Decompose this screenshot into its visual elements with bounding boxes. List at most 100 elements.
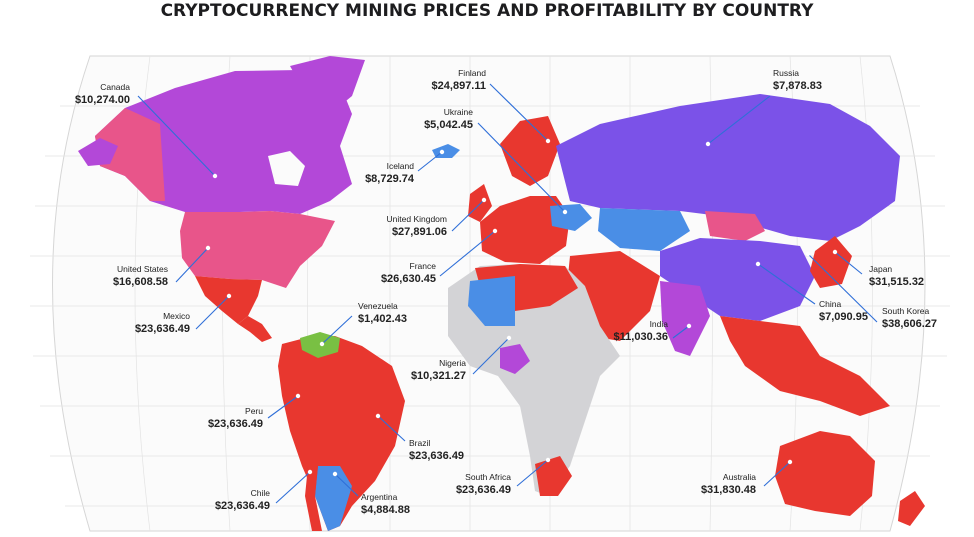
nigeria-name: Nigeria	[439, 358, 466, 368]
label-australia: Australia $31,830.48	[701, 459, 793, 496]
brazil-price: $23,636.49	[409, 450, 464, 462]
japan-marker	[832, 249, 838, 255]
south-africa-name: South Africa	[465, 472, 511, 482]
label-south-africa: South Africa $23,636.49	[456, 457, 551, 496]
india-price: $11,030.36	[614, 331, 668, 343]
label-chile: Chile $23,636.49	[215, 469, 313, 512]
brazil-name: Brazil	[409, 438, 430, 448]
venezuela-price: $1,402.43	[358, 313, 407, 325]
australia-name: Australia	[723, 472, 756, 482]
united-kingdom-marker	[481, 197, 487, 203]
india-marker	[686, 323, 692, 329]
label-nigeria: Nigeria $10,321.27	[411, 335, 512, 382]
uk-region	[468, 184, 492, 222]
russia-region	[556, 94, 900, 241]
mexico-marker	[226, 293, 232, 299]
peru-name: Peru	[245, 406, 263, 416]
australia-marker	[787, 459, 793, 465]
korea-japan-region	[810, 236, 852, 288]
russia-name: Russia	[773, 68, 799, 78]
greenland-region	[290, 56, 365, 114]
southeast-asia-region	[720, 316, 890, 416]
label-united-kingdom: United Kingdom $27,891.06	[387, 197, 487, 238]
south-africa-region	[535, 456, 572, 496]
venezuela-name: Venezuela	[358, 301, 398, 311]
mexico-price: $23,636.49	[135, 323, 190, 335]
argentina-marker	[332, 471, 338, 477]
united-kingdom-name: United Kingdom	[387, 214, 447, 224]
venezuela-marker	[319, 341, 325, 347]
ukraine-price: $5,042.45	[424, 119, 473, 131]
label-united-states: United States $16,608.58	[113, 245, 211, 288]
label-ukraine: Ukraine $5,042.45	[424, 107, 568, 215]
label-china: China $7,090.95	[755, 261, 868, 323]
united-states-region	[180, 211, 335, 288]
argentina-region	[315, 466, 352, 531]
south-korea-price: $38,606.27	[882, 318, 937, 330]
chile-price: $23,636.49	[215, 500, 270, 512]
finland-price: $24,897.11	[432, 80, 486, 92]
peru-marker	[295, 393, 301, 399]
europe-region	[480, 196, 570, 264]
label-russia: Russia $7,878.83	[705, 68, 822, 147]
ukraine-region	[550, 204, 592, 231]
label-finland: Finland $24,897.11	[432, 68, 551, 144]
france-name: France	[410, 261, 437, 271]
alaska-region	[78, 138, 118, 166]
france-marker	[492, 228, 498, 234]
south-africa-price: $23,636.49	[456, 484, 511, 496]
canada-name: Canada	[100, 82, 130, 92]
china-name: China	[819, 299, 841, 309]
south-korea-marker	[805, 251, 811, 257]
china-marker	[755, 261, 761, 267]
canada-marker	[212, 173, 218, 179]
south-africa-marker	[545, 457, 551, 463]
canada-west-region	[95, 108, 165, 201]
scandinavia-region	[500, 116, 560, 186]
argentina-name: Argentina	[361, 492, 398, 502]
canada-price: $10,274.00	[75, 94, 130, 106]
world-map: Canada $10,274.00 Finland $24,897.11 Rus…	[30, 55, 950, 532]
nigeria-region	[500, 344, 530, 374]
united-states-price: $16,608.58	[113, 276, 168, 288]
chile-marker	[307, 469, 313, 475]
label-iceland: Iceland $8,729.74	[365, 149, 445, 185]
map-title: CRYPTOCURRENCY MINING PRICES AND PROFITA…	[160, 1, 814, 21]
label-argentina: Argentina $4,884.88	[332, 471, 410, 516]
algeria-region	[468, 276, 515, 326]
australia-price: $31,830.48	[701, 484, 756, 496]
chile-region	[305, 466, 322, 531]
finland-name: Finland	[458, 68, 486, 78]
ukraine-name: Ukraine	[444, 107, 474, 117]
label-peru: Peru $23,636.49	[208, 393, 301, 430]
mexico-name: Mexico	[163, 311, 190, 321]
label-canada: Canada $10,274.00	[75, 82, 218, 179]
india-name: India	[650, 319, 669, 329]
iceland-name: Iceland	[387, 161, 415, 171]
united-states-name: United States	[117, 264, 168, 274]
central-america-region	[238, 316, 272, 342]
south-korea-name: South Korea	[882, 306, 930, 316]
france-price: $26,630.45	[381, 273, 436, 285]
kazakhstan-region	[598, 208, 690, 251]
brazil-marker	[375, 413, 381, 419]
iceland-marker	[439, 149, 445, 155]
australia-region	[775, 431, 875, 516]
venezuela-region	[300, 332, 340, 358]
new-zealand-region	[898, 491, 925, 526]
label-india: India $11,030.36	[614, 319, 692, 343]
united-kingdom-price: $27,891.06	[392, 226, 447, 238]
united-states-marker	[205, 245, 211, 251]
mexico-region	[195, 276, 262, 324]
mongolia-region	[705, 211, 765, 241]
nigeria-marker	[506, 335, 512, 341]
iceland-price: $8,729.74	[365, 173, 415, 185]
japan-name: Japan	[869, 264, 892, 274]
russia-marker	[705, 141, 711, 147]
label-south-korea: South Korea $38,606.27	[805, 251, 937, 330]
russia-price: $7,878.83	[773, 80, 822, 92]
ukraine-marker	[562, 209, 568, 215]
nigeria-price: $10,321.27	[411, 370, 466, 382]
label-brazil: Brazil $23,636.49	[375, 413, 464, 462]
argentina-price: $4,884.88	[361, 504, 410, 516]
